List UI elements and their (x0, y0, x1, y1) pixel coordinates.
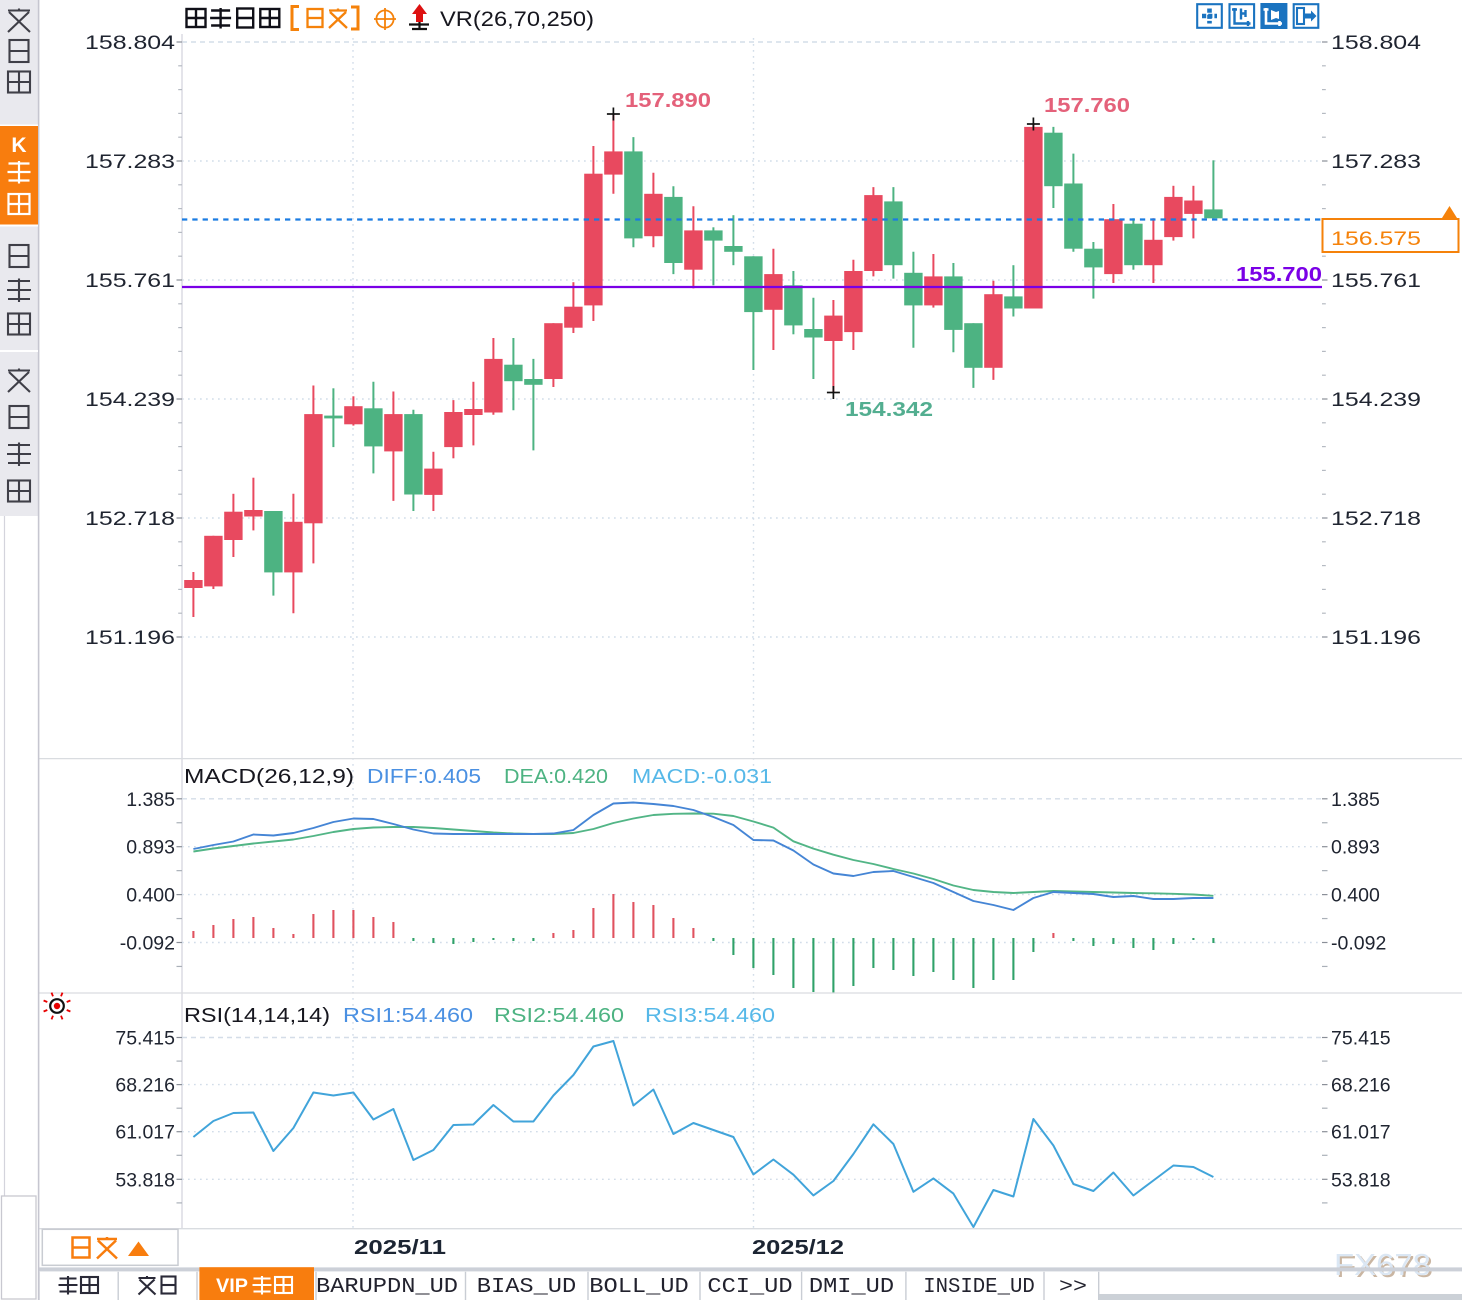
svg-text:-0.092: -0.092 (120, 933, 175, 955)
svg-text:151.196: 151.196 (1331, 627, 1421, 649)
svg-text:CCI_UD: CCI_UD (707, 1276, 792, 1299)
svg-text:53.818: 53.818 (115, 1169, 175, 1191)
svg-text:FX678: FX678 (1334, 1247, 1431, 1282)
svg-text:53.818: 53.818 (1331, 1169, 1391, 1191)
svg-text:0.400: 0.400 (1331, 885, 1380, 907)
svg-text:151.196: 151.196 (85, 627, 175, 649)
svg-text:155.761: 155.761 (1331, 270, 1421, 292)
svg-text:157.283: 157.283 (85, 151, 175, 173)
svg-text:K: K (11, 134, 26, 157)
svg-text:DIFF:0.405: DIFF:0.405 (367, 765, 481, 788)
svg-text:61.017: 61.017 (1331, 1122, 1391, 1144)
svg-text:157.890: 157.890 (625, 90, 711, 112)
svg-text:1.385: 1.385 (1331, 789, 1380, 811)
svg-text:156.575: 156.575 (1331, 228, 1421, 250)
svg-text:158.804: 158.804 (1331, 32, 1421, 54)
svg-text:154.342: 154.342 (845, 399, 933, 421)
svg-text:68.216: 68.216 (1331, 1075, 1391, 1097)
svg-text:RSI1:54.460: RSI1:54.460 (343, 1004, 473, 1027)
svg-text:VIP: VIP (216, 1276, 248, 1297)
svg-text:61.017: 61.017 (115, 1122, 175, 1144)
svg-text:0.893: 0.893 (126, 837, 175, 859)
svg-text:158.804: 158.804 (85, 32, 175, 54)
svg-text:MACD(26,12,9): MACD(26,12,9) (184, 765, 354, 788)
svg-text:RSI3:54.460: RSI3:54.460 (645, 1004, 775, 1027)
svg-text:152.718: 152.718 (1331, 508, 1421, 530)
svg-text:155.700: 155.700 (1236, 264, 1322, 286)
svg-text:BIAS_UD: BIAS_UD (477, 1276, 576, 1299)
svg-text:0.400: 0.400 (126, 885, 175, 907)
svg-text:2025/12: 2025/12 (752, 1236, 844, 1259)
svg-text:INSIDE_UD: INSIDE_UD (923, 1276, 1035, 1299)
svg-text:154.239: 154.239 (1331, 389, 1421, 411)
svg-text:RSI2:54.460: RSI2:54.460 (494, 1004, 624, 1027)
svg-text:-0.092: -0.092 (1331, 933, 1386, 955)
svg-text:2025/11: 2025/11 (354, 1236, 446, 1259)
svg-text:VR(26,70,250): VR(26,70,250) (440, 8, 594, 31)
svg-text:1.385: 1.385 (126, 789, 175, 811)
svg-text:DEA:0.420: DEA:0.420 (504, 765, 608, 788)
svg-text:155.761: 155.761 (85, 270, 175, 292)
svg-text:MACD:-0.031: MACD:-0.031 (632, 765, 772, 788)
svg-text:0.893: 0.893 (1331, 837, 1380, 859)
svg-text:RSI(14,14,14): RSI(14,14,14) (184, 1004, 330, 1027)
svg-text:154.239: 154.239 (85, 389, 175, 411)
svg-text:157.283: 157.283 (1331, 151, 1421, 173)
svg-text:BOLL_UD: BOLL_UD (589, 1276, 688, 1299)
svg-text:BARUPDN_UD: BARUPDN_UD (316, 1276, 458, 1299)
svg-text:152.718: 152.718 (85, 508, 175, 530)
svg-text:75.415: 75.415 (1331, 1028, 1391, 1050)
svg-text:75.415: 75.415 (115, 1028, 175, 1050)
svg-text:157.760: 157.760 (1044, 95, 1130, 117)
svg-text:DMI_UD: DMI_UD (809, 1276, 894, 1299)
svg-text:68.216: 68.216 (115, 1075, 175, 1097)
svg-text:>>: >> (1059, 1276, 1087, 1299)
